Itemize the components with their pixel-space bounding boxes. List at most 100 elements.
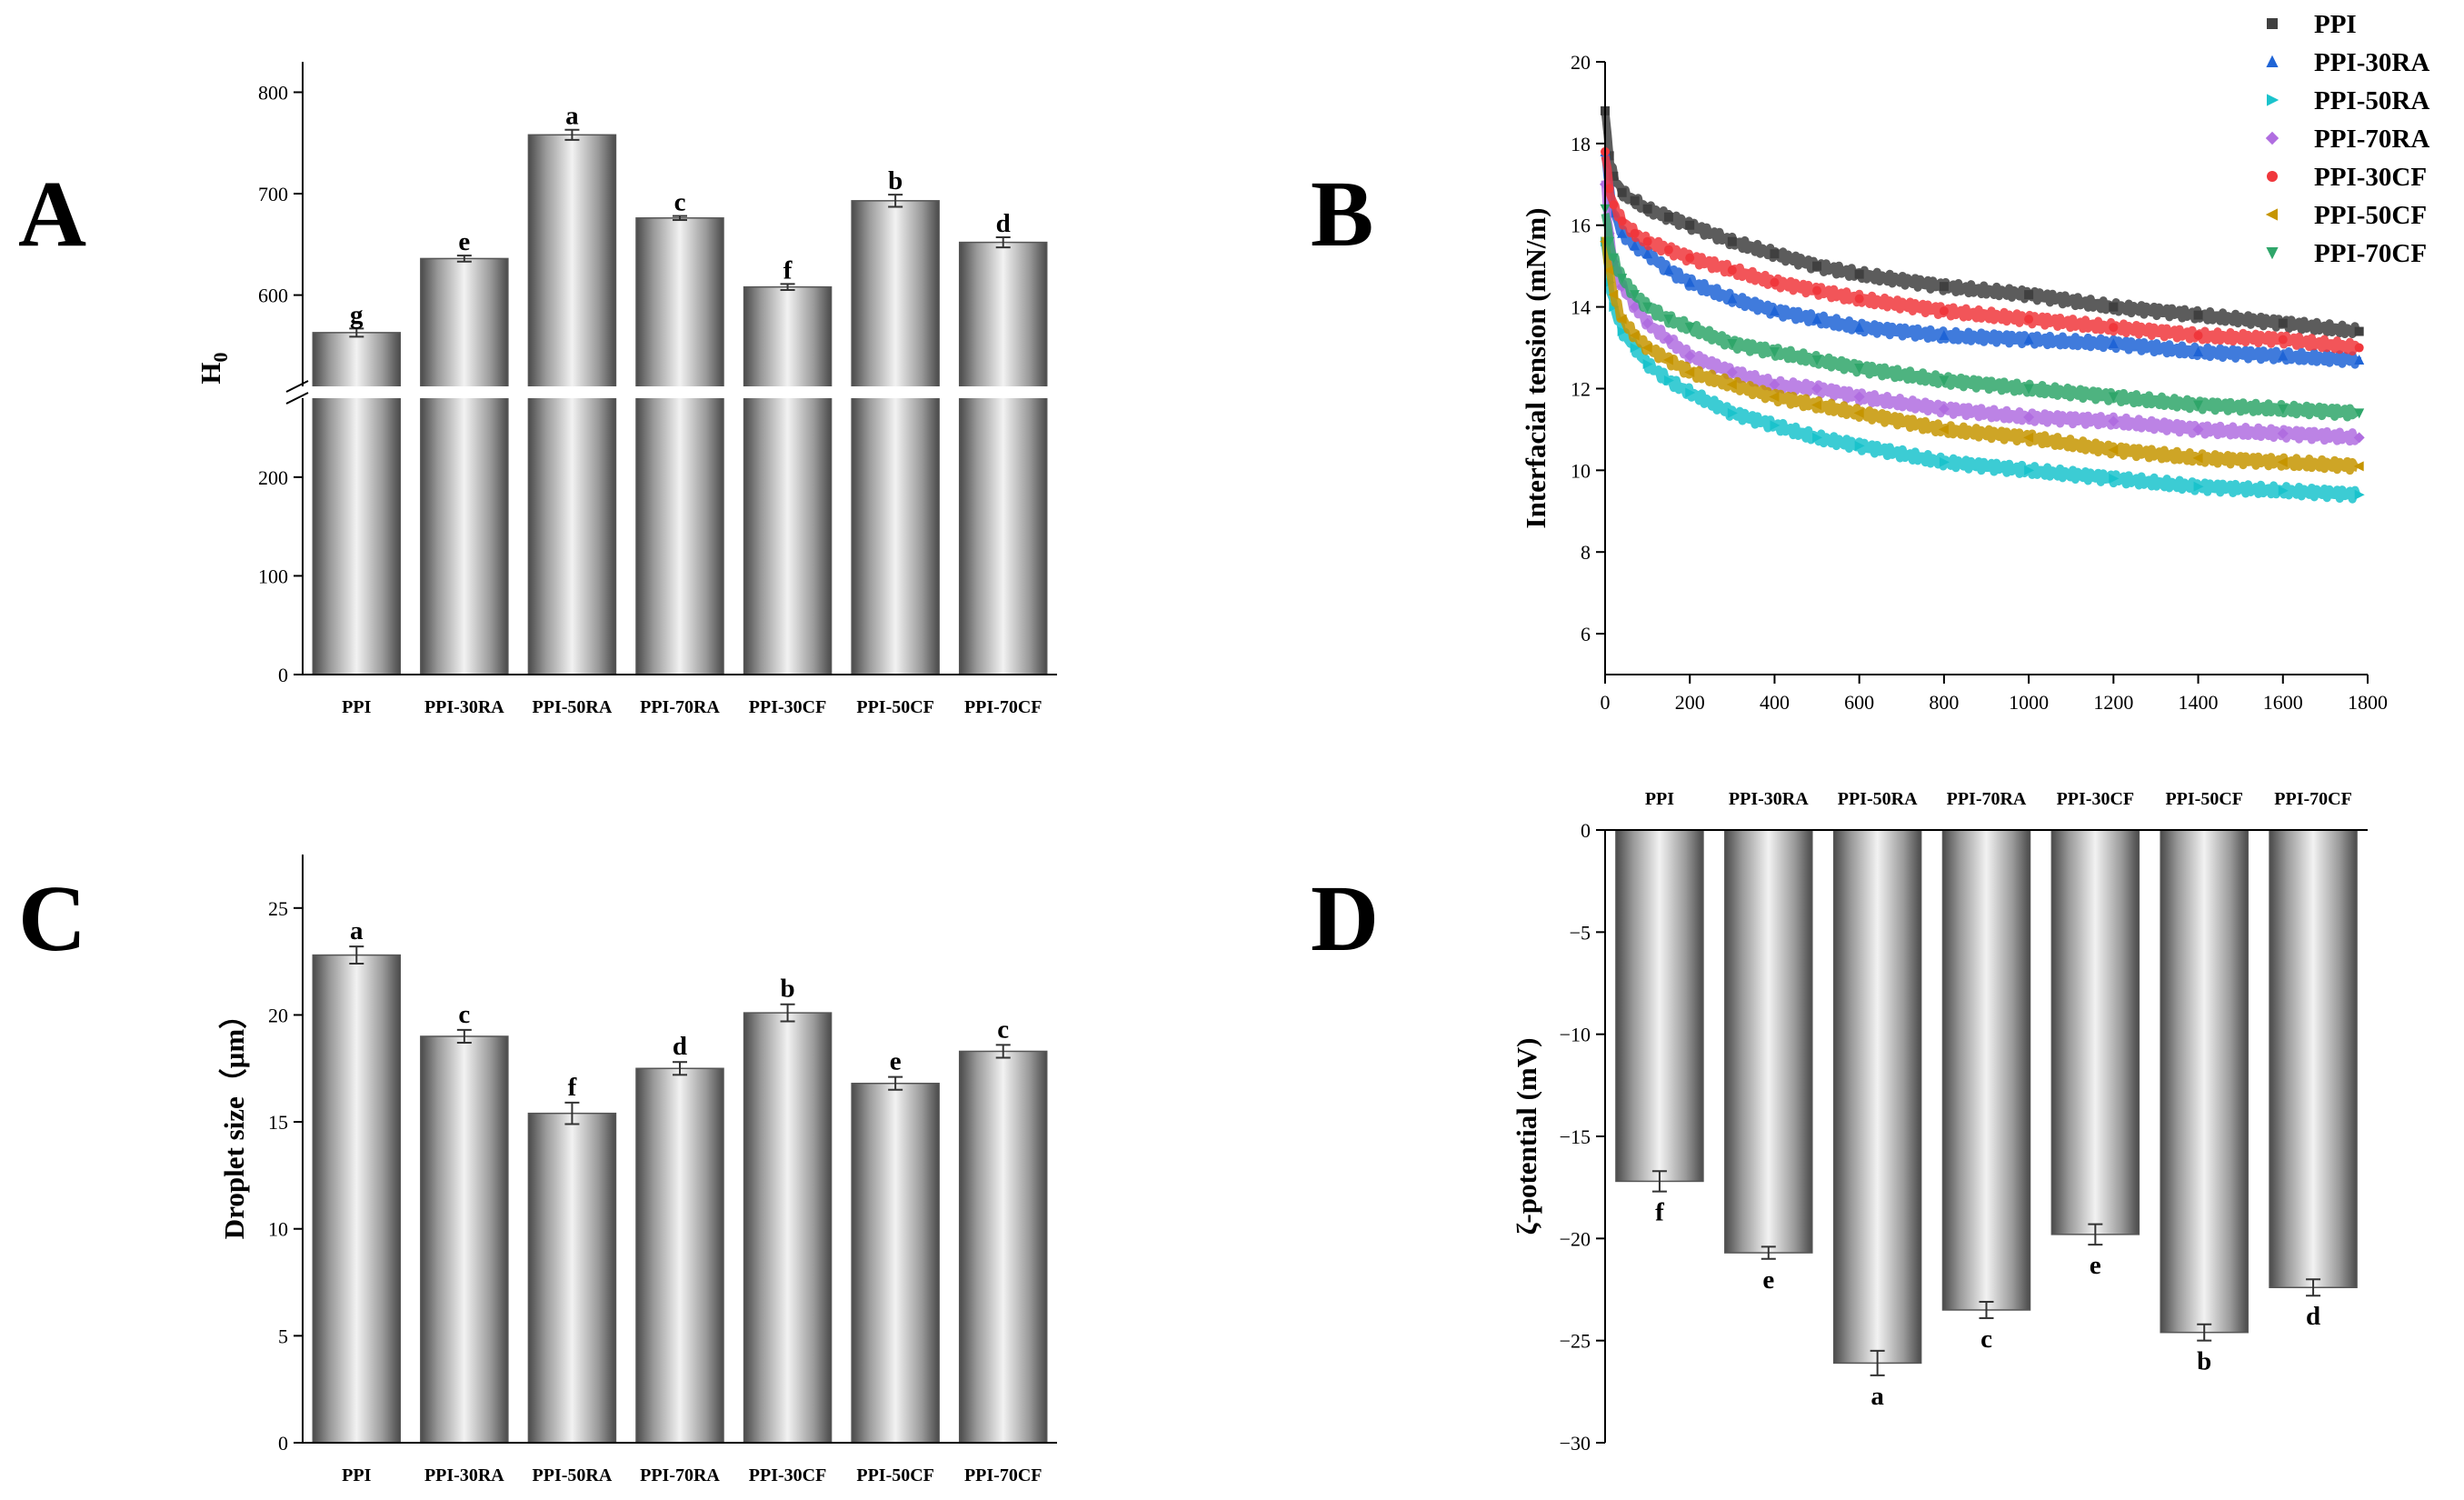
legend-label-5: PPI-50CF [2314,201,2427,230]
chart-c-droplet-size: a PPI c PPI-30RA f PPI-50RA d PPI-70RA b PPI-30CF… [218,855,1057,1485]
data-point-6-6 [1663,315,1674,325]
y-tick-label-b-5: 16 [1571,215,1591,237]
data-point-6-3 [1617,274,1628,285]
category-label-c-3: PPI-70RA [640,1465,720,1485]
y-tick-label-d-0: 0 [1581,819,1591,842]
data-point-1-15 [2193,346,2204,357]
sig-letter-d-0: f [1655,1198,1664,1227]
data-point-4-1 [1604,184,1614,194]
bar-a-4 [743,285,833,675]
category-label-c-4: PPI-30CF [749,1465,827,1485]
sig-letter-c-1: c [458,1000,470,1029]
data-point-2-15 [2193,481,2204,492]
data-point-2-9 [1770,420,1781,431]
data-point-2-17 [2354,489,2365,500]
data-point-2-5 [1642,359,1653,370]
sig-letter-d-2: a [1870,1382,1884,1411]
y-tick-label-c-4: 20 [268,1004,288,1026]
y-axis-label-b: Interfacial tension (mN/m) [1520,208,1551,529]
series-trace-1 [1601,149,2362,369]
data-point-2-13 [2024,465,2035,475]
data-point-1-10 [1811,314,1822,325]
data-point-5-11 [1853,407,1864,418]
y-tick-label-b-3: 12 [1571,377,1591,400]
legend-marker-5 [2265,208,2278,221]
y-tick-label-b-7: 20 [1571,51,1591,74]
y-axis-label-a: H0 [195,352,232,384]
data-point-1-7 [1684,276,1695,287]
data-point-6-17 [2354,408,2365,419]
bar-c-4 [743,1012,833,1444]
y-tick-label-upper-2: 800 [258,81,288,104]
data-point-5-6 [1662,355,1673,365]
data-point-0-6 [1663,212,1673,222]
data-point-0-2 [1609,171,1619,181]
data-point-1-14 [2108,338,2119,349]
x-tick-label-b-1: 200 [1675,691,1705,714]
y-tick-label-c-1: 5 [278,1325,288,1347]
x-tick-label-b-7: 1400 [2179,691,2219,714]
x-tick-label-b-0: 0 [1601,691,1611,714]
data-point-4-15 [2193,331,2203,341]
y-axis-label-a-subscript: 0 [209,352,232,362]
axis-break-mark-bottom [285,392,309,405]
series-0 [1601,105,2364,339]
data-point-1-17 [2354,355,2365,365]
bar-a-1 [420,257,509,675]
y-tick-label-lower-1: 100 [258,565,288,587]
data-point-3-6 [1662,334,1674,345]
legend-label-0: PPI [2314,10,2357,39]
sig-letter-d-4: e [2090,1251,2101,1280]
sig-letter-c-6: c [997,1015,1009,1044]
y-axis-label-a-main: H [195,362,226,384]
data-point-5-7 [1684,366,1695,377]
x-tick-label-b-3: 600 [1844,691,1874,714]
data-point-5-2 [1608,289,1619,300]
bar-d-2 [1832,829,1922,1365]
data-point-3-12 [1938,403,1950,415]
legend-marker-1 [2266,55,2279,67]
category-label-c-0: PPI [342,1465,371,1485]
y-tick-label-upper-0: 600 [258,285,288,307]
category-label-a-4: PPI-30CF [749,697,827,717]
sig-letter-c-3: d [673,1032,687,1061]
data-point-0-12 [1939,282,1949,292]
y-tick-label-d-6: −30 [1560,1432,1591,1455]
data-point-6-13 [2023,384,2034,395]
bar-a-0 [312,332,402,675]
bar-c-5 [851,1082,940,1444]
data-point-1-5 [1642,248,1653,259]
category-label-a-5: PPI-50CF [856,697,934,717]
y-tick-label-b-4: 14 [1571,296,1591,319]
data-point-0-5 [1642,204,1652,214]
data-point-1-4 [1630,240,1641,251]
data-point-2-3 [1617,326,1628,337]
category-label-d-1: PPI-30RA [1729,789,1809,809]
data-point-4-16 [2278,335,2288,345]
data-point-6-4 [1630,290,1641,301]
sig-letter-a-5: b [888,166,903,195]
panel-label-a: A [18,162,86,266]
data-point-4-9 [1770,277,1780,287]
category-label-c-2: PPI-50RA [533,1465,613,1485]
x-tick-label-b-6: 1200 [2093,691,2133,714]
panel-label-c: C [18,866,86,971]
data-point-2-6 [1663,375,1674,385]
data-point-4-14 [2109,323,2119,333]
category-label-d-6: PPI-70CF [2274,789,2352,809]
data-point-0-16 [2278,318,2288,328]
sig-letter-a-4: f [783,255,793,285]
data-point-0-11 [1854,269,1864,279]
data-point-4-17 [2354,343,2364,353]
category-label-c-1: PPI-30RA [424,1465,504,1485]
data-point-1-12 [1939,330,1950,341]
y-tick-label-lower-0: 0 [278,664,288,686]
data-point-3-7 [1684,350,1696,362]
y-tick-label-c-2: 10 [268,1218,288,1241]
legend-marker-3 [2265,131,2279,145]
y-tick-label-d-2: −10 [1560,1024,1591,1046]
data-point-3-11 [1853,391,1865,403]
data-point-0-15 [2193,310,2203,320]
data-point-4-8 [1727,265,1737,275]
